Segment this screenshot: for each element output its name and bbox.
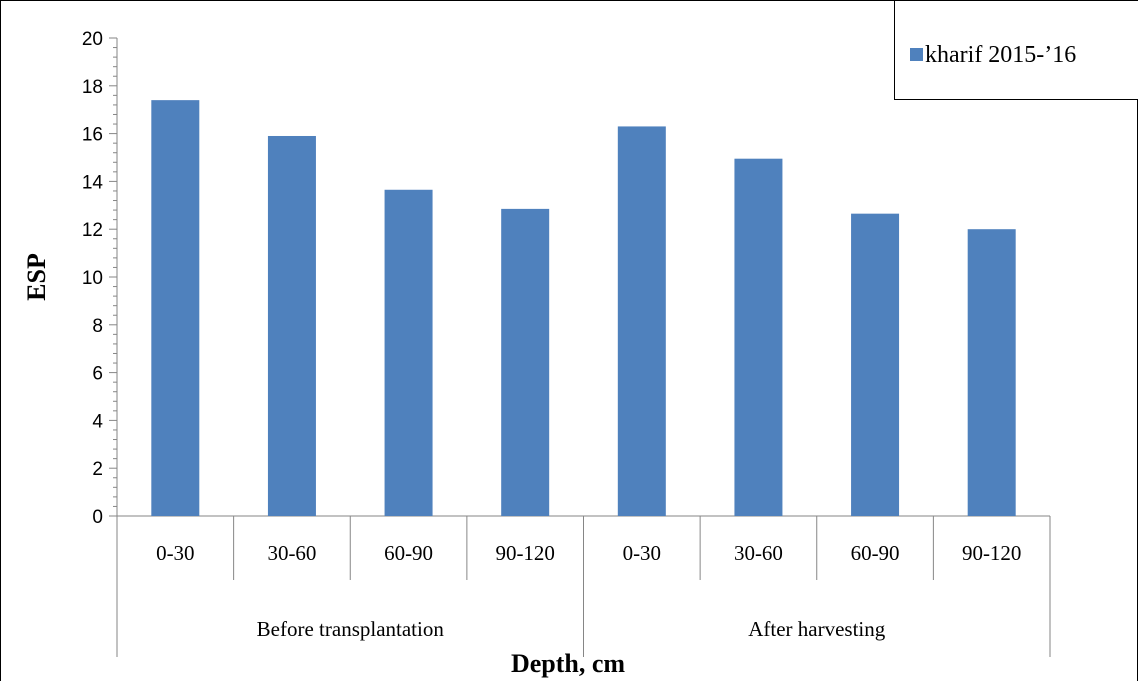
category-labels: 0-30 30-60 60-90 90-120 0-30 30-60 60-90 90-120… (156, 541, 1021, 641)
y-tick-label: 12 (82, 220, 103, 241)
y-axis-title: ESP (22, 253, 51, 301)
x-tick-label: 0-30 (156, 541, 195, 565)
bar (267, 135, 316, 517)
bar (151, 100, 200, 516)
y-tick-label: 8 (92, 316, 103, 337)
bar (501, 208, 550, 516)
bar (617, 126, 666, 517)
x-group-label: Before transplantation (257, 617, 445, 641)
x-tick-label: 60-90 (851, 541, 900, 565)
y-tick-label: 6 (92, 364, 103, 385)
y-tick-label: 2 (92, 459, 103, 480)
x-tick-label: 0-30 (623, 541, 662, 565)
y-tick-label: 14 (82, 172, 104, 193)
bar (384, 189, 433, 516)
x-tick-label: 30-60 (734, 541, 783, 565)
bar (734, 158, 783, 516)
legend-swatch (910, 48, 923, 61)
y-axis: 0 2 4 6 8 10 12 14 16 18 20 (82, 29, 118, 528)
legend: kharif 2015-’16 (894, 0, 1138, 100)
y-tick-label: 16 (82, 125, 103, 146)
y-tick-label: 0 (92, 507, 103, 528)
y-tick-label: 4 (92, 411, 103, 432)
y-tick-label: 20 (82, 29, 103, 50)
x-tick-label: 60-90 (384, 541, 433, 565)
x-tick-label: 30-60 (267, 541, 316, 565)
legend-label: kharif 2015-’16 (925, 42, 1076, 68)
y-tick-label: 18 (82, 77, 103, 98)
x-axis-title: Depth, cm (511, 649, 625, 678)
x-tick-label: 90-120 (495, 541, 555, 565)
x-group-label: After harvesting (748, 617, 886, 641)
legend-box (894, 0, 1138, 100)
bars (151, 100, 1016, 517)
bar (967, 229, 1016, 516)
y-tick-label: 10 (82, 268, 103, 289)
bar (851, 213, 900, 517)
x-tick-label: 90-120 (962, 541, 1022, 565)
